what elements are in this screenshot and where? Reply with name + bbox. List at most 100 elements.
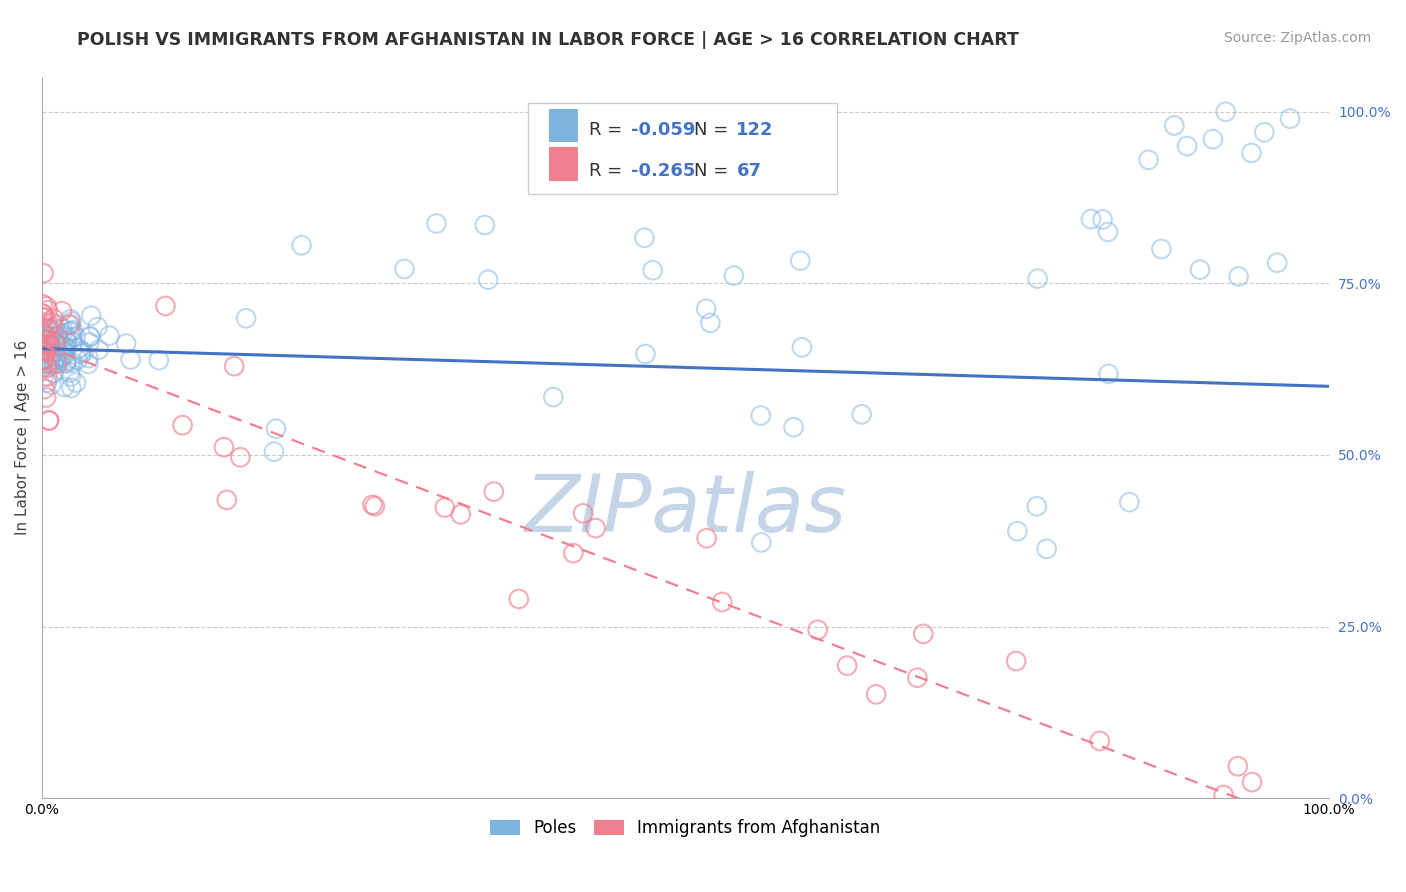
Point: [42, 356, 65, 370]
Point: [51, 304, 73, 318]
Point: [59, 366, 82, 380]
Point: [60, 381, 83, 395]
Point: [56, 335, 79, 350]
Point: [34, 344, 56, 359]
Point: [45, 353, 67, 368]
Point: [87, 343, 110, 357]
Point: [32, 343, 55, 358]
Point: [633, 231, 655, 245]
Point: [1007, 524, 1029, 539]
Point: [45, 334, 67, 349]
Point: [44, 334, 66, 349]
Point: [38, 414, 60, 428]
Point: [394, 261, 416, 276]
Legend: Poles, Immigrants from Afghanistan: Poles, Immigrants from Afghanistan: [484, 813, 887, 844]
Point: [723, 268, 745, 283]
Point: [45, 339, 67, 353]
Point: [749, 535, 772, 549]
Point: [696, 531, 718, 545]
Point: [53, 346, 76, 360]
Point: [41, 377, 63, 392]
Point: [172, 418, 194, 433]
Point: [361, 498, 384, 512]
Point: [80, 309, 103, 323]
Point: [41, 323, 63, 337]
Point: [58, 318, 80, 332]
Point: [42, 366, 65, 380]
Point: [1150, 242, 1173, 256]
Point: [1202, 132, 1225, 146]
Point: [51, 321, 73, 335]
Point: [905, 671, 928, 685]
Point: [48, 318, 70, 333]
Point: [38, 338, 60, 352]
Point: [782, 420, 804, 434]
Point: [31, 306, 53, 320]
Point: [1226, 759, 1249, 773]
Point: [35, 299, 58, 313]
Point: [39, 328, 62, 343]
Point: [34, 352, 56, 367]
Point: [31, 360, 53, 375]
Point: [77, 357, 100, 371]
Text: -0.265: -0.265: [631, 162, 696, 180]
Point: [32, 342, 55, 356]
Point: [37, 361, 59, 376]
Point: [32, 369, 55, 384]
Point: [1097, 367, 1119, 381]
Point: [1253, 125, 1275, 139]
Point: [34, 336, 56, 351]
Point: [433, 500, 456, 515]
Point: [482, 484, 505, 499]
Text: R =: R =: [589, 121, 627, 139]
Point: [38, 320, 60, 334]
Point: [34, 338, 56, 352]
Point: [55, 341, 77, 355]
Point: [42, 357, 65, 371]
Point: [224, 359, 246, 374]
Point: [1212, 788, 1234, 802]
Point: [31, 326, 53, 340]
Point: [364, 499, 387, 513]
Point: [37, 330, 59, 344]
Point: [32, 331, 55, 345]
Point: [86, 320, 108, 334]
Point: [45, 337, 67, 351]
Text: ZIPatlas: ZIPatlas: [524, 471, 846, 549]
Point: [1265, 256, 1288, 270]
Point: [38, 413, 60, 427]
Point: [789, 253, 811, 268]
Point: [42, 311, 65, 326]
Point: [37, 334, 59, 348]
Point: [38, 332, 60, 346]
Point: [264, 422, 287, 436]
Point: [34, 343, 56, 358]
Point: [32, 310, 55, 325]
Point: [62, 334, 84, 349]
Point: [425, 217, 447, 231]
Point: [77, 351, 100, 365]
Point: [62, 355, 84, 369]
Point: [39, 337, 62, 351]
Point: [59, 369, 82, 384]
Point: [474, 218, 496, 232]
Point: [79, 330, 101, 344]
Point: [65, 330, 87, 344]
Text: 67: 67: [737, 162, 762, 180]
Point: [1240, 775, 1263, 789]
Point: [62, 323, 84, 337]
Point: [699, 316, 721, 330]
Point: [634, 347, 657, 361]
Point: [52, 343, 75, 358]
Point: [562, 546, 585, 560]
Point: [37, 303, 59, 318]
Point: [41, 315, 63, 329]
Point: [37, 321, 59, 335]
Point: [79, 335, 101, 350]
Point: [32, 353, 55, 368]
Point: [48, 351, 70, 366]
Point: [32, 310, 55, 325]
Point: [508, 591, 530, 606]
Point: [1026, 271, 1049, 285]
Point: [52, 351, 75, 365]
